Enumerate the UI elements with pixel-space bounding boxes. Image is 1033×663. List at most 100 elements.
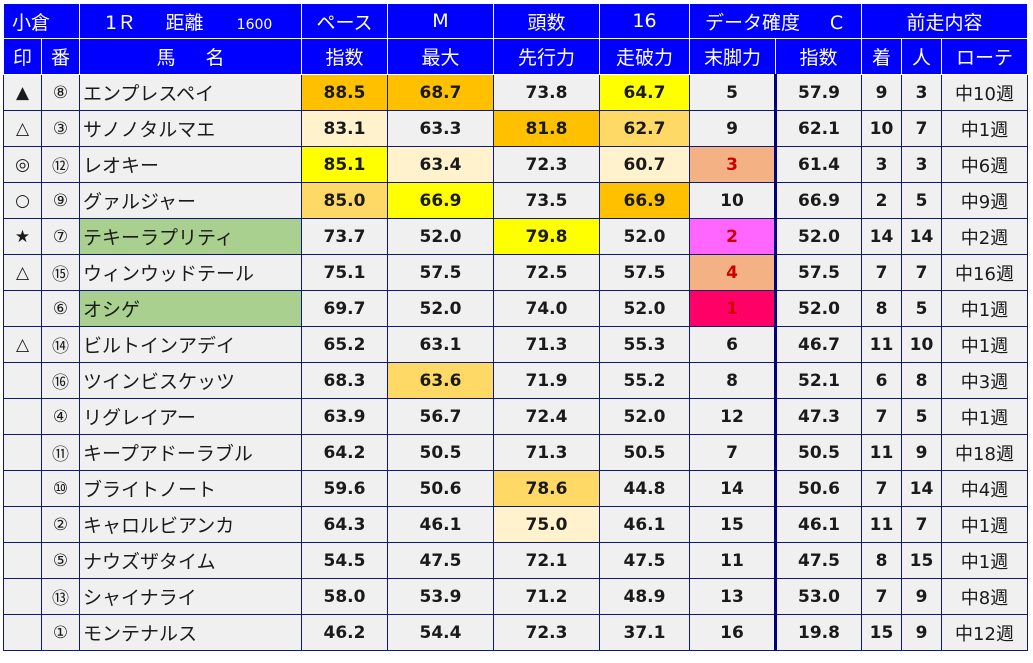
prev-finish-value: 11 — [861, 326, 902, 363]
max-value: 63.1 — [387, 326, 494, 363]
data-confidence-label: データ確度 — [704, 11, 800, 34]
distance-value: 1600 — [236, 16, 273, 33]
closing-rank: 3 — [689, 146, 776, 183]
horse-name: レオキー — [79, 146, 302, 183]
rotation-value: 中1週 — [941, 542, 1028, 579]
prev-index-value: 66.9 — [774, 182, 862, 219]
early-speed-value: 75.0 — [493, 506, 600, 543]
horse-number: ④ — [41, 398, 80, 435]
horse-name: ウィンウッドテール — [79, 254, 302, 291]
race-ability-value: 52.0 — [599, 290, 690, 327]
prev-popularity-value: 10 — [901, 326, 942, 363]
venue: 小倉 — [3, 3, 80, 39]
race-ability-value: 47.5 — [599, 542, 690, 579]
early-speed-value: 74.0 — [493, 290, 600, 327]
pace-label: ペース — [301, 3, 388, 39]
prev-finish-value: 7 — [861, 578, 902, 615]
rotation-value: 中18週 — [941, 434, 1028, 471]
prev-popularity-value: 7 — [901, 110, 942, 147]
col-mark: 印 — [3, 38, 42, 75]
race-index-table: 小倉 1Ｒ 距離 1600 ペース M 頭数 16 データ確度 C 前走内容 印 番 … — [3, 3, 1028, 651]
horse-name: ツインビスケッツ — [79, 362, 302, 399]
distance-label: 距離 — [165, 11, 204, 34]
max-value: 63.4 — [387, 146, 494, 183]
mark-cell — [3, 506, 42, 543]
early-speed-value: 79.8 — [493, 218, 600, 255]
race-number: 1Ｒ — [104, 11, 137, 34]
race-ability-value: 46.1 — [599, 506, 690, 543]
table-row: ⑥ オシゲ 69.7 52.0 74.0 52.0 1 52.0 8 5 中1週 — [3, 290, 1028, 327]
prev-index-value: 57.5 — [774, 254, 862, 291]
table-row: ◎ ⑫ レオキー 85.1 63.4 72.3 60.7 3 61.4 3 3 中6週 — [3, 146, 1028, 183]
horse-number: ② — [41, 506, 80, 543]
early-speed-value: 72.3 — [493, 146, 600, 183]
race-ability-value: 62.7 — [599, 110, 690, 147]
mark-cell: △ — [3, 326, 42, 363]
early-speed-value: 78.6 — [493, 470, 600, 507]
horse-number: ⑦ — [41, 218, 80, 255]
horse-name: リグレイアー — [79, 398, 302, 435]
table-row: ⑯ ツインビスケッツ 68.3 63.6 71.9 55.2 8 52.1 6 8 中3週 — [3, 362, 1028, 399]
race-ability-value: 48.9 — [599, 578, 690, 615]
prev-finish-value: 10 — [861, 110, 902, 147]
mark-cell: ◎ — [3, 146, 42, 183]
max-value: 66.9 — [387, 182, 494, 219]
closing-rank: 10 — [689, 182, 776, 219]
col-horse-name: 馬名 — [79, 38, 302, 75]
prev-finish-value: 6 — [861, 362, 902, 399]
prev-index-value: 52.0 — [774, 290, 862, 327]
horse-name: エンプレスペイ — [79, 74, 302, 111]
runners-value: 16 — [599, 3, 690, 39]
rotation-value: 中16週 — [941, 254, 1028, 291]
prev-finish-value: 11 — [861, 434, 902, 471]
mark-cell — [3, 398, 42, 435]
closing-rank: 15 — [689, 506, 776, 543]
max-value: 63.3 — [387, 110, 494, 147]
column-header-row: 印 番 馬名 指数 最大 先行力 走破力 末脚力 指数 着 人 ローテ — [3, 38, 1028, 75]
col-closing: 末脚力 — [689, 38, 776, 75]
early-speed-value: 71.9 — [493, 362, 600, 399]
prev-popularity-value: 3 — [901, 146, 942, 183]
max-value: 53.9 — [387, 578, 494, 615]
closing-rank: 11 — [689, 542, 776, 579]
horse-name: ブライトノート — [79, 470, 302, 507]
table-row: ⑬ シャイナライ 58.0 53.9 71.2 48.9 13 53.0 7 9 中8週 — [3, 578, 1028, 615]
horse-name: オシゲ — [79, 290, 302, 327]
index-value: 64.2 — [301, 434, 388, 471]
index-value: 88.5 — [301, 74, 388, 111]
table-row: ⑪ キープアドーラブル 64.2 50.5 71.3 50.5 7 50.5 11 9 中18週 — [3, 434, 1028, 471]
horse-name: キープアドーラブル — [79, 434, 302, 471]
early-speed-value: 73.5 — [493, 182, 600, 219]
index-value: 68.3 — [301, 362, 388, 399]
prev-popularity-value: 9 — [901, 614, 942, 651]
col-prev-index: 指数 — [775, 38, 862, 75]
prev-popularity-value: 7 — [901, 506, 942, 543]
horse-number: ⑧ — [41, 74, 80, 111]
col-prev-popularity: 人 — [901, 38, 942, 75]
horse-name: ビルトインアデイ — [79, 326, 302, 363]
early-speed-value: 81.8 — [493, 110, 600, 147]
horse-number: ⑭ — [41, 326, 80, 363]
prev-index-value: 47.5 — [774, 542, 862, 579]
index-value: 85.1 — [301, 146, 388, 183]
col-race-ability: 走破力 — [599, 38, 690, 75]
closing-rank: 5 — [689, 74, 776, 111]
max-value: 54.4 — [387, 614, 494, 651]
table-row: ④ リグレイアー 63.9 56.7 72.4 52.0 12 47.3 7 5 中1週 — [3, 398, 1028, 435]
mark-cell — [3, 434, 42, 471]
closing-rank: 13 — [689, 578, 776, 615]
index-value: 64.3 — [301, 506, 388, 543]
early-speed-value: 73.8 — [493, 74, 600, 111]
horse-number: ⑥ — [41, 290, 80, 327]
prev-popularity-value: 5 — [901, 290, 942, 327]
prev-finish-value: 7 — [861, 254, 902, 291]
prev-finish-value: 11 — [861, 506, 902, 543]
prev-finish-value: 7 — [861, 398, 902, 435]
max-value: 52.0 — [387, 218, 494, 255]
horse-number: ⑬ — [41, 578, 80, 615]
horse-number: ⑤ — [41, 542, 80, 579]
max-value: 52.0 — [387, 290, 494, 327]
closing-rank: 14 — [689, 470, 776, 507]
index-value: 58.0 — [301, 578, 388, 615]
